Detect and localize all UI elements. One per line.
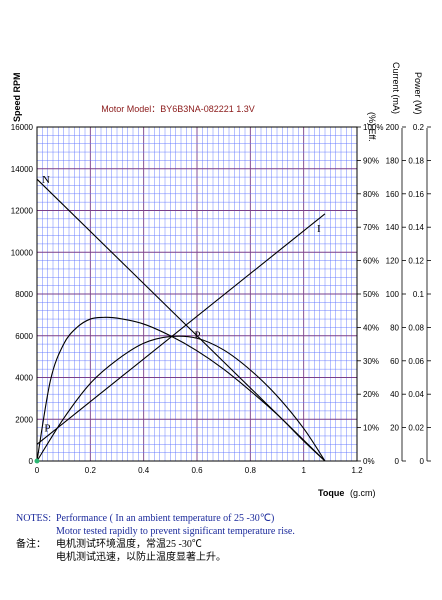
x-axis-unit: (g.cm) — [350, 488, 376, 498]
notes-cn-label: 备注： — [16, 539, 46, 550]
current-axis-label: Current (mA) — [391, 62, 401, 114]
current-tick-label: 100 — [386, 290, 400, 299]
x-axis-label: Toque — [318, 488, 344, 498]
origin-marker — [34, 458, 40, 464]
tick-labels: 0 0.2 0.4 0.6 0.8 1 1.202000400060008000100001… — [11, 123, 425, 475]
chart-title: Motor Model：BY6B3NA-082221 1.3V — [101, 104, 255, 114]
eff-tick-label: 50% — [363, 290, 379, 299]
power-tick-label: 0.18 — [408, 156, 424, 165]
x-tick-label: 0.2 — [85, 466, 97, 475]
speed-tick-label: 14000 — [11, 165, 34, 174]
eff-tick-label: 40% — [363, 323, 379, 332]
power-tick-label: 0.04 — [408, 390, 424, 399]
current-tick-label: 120 — [386, 257, 400, 266]
performance-chart: 0 0.2 0.4 0.6 0.8 1 1.202000400060008000100001… — [11, 62, 431, 498]
current-tick-label: 20 — [390, 424, 399, 433]
current-tick-label: 200 — [386, 123, 400, 132]
curve-labels: N I P P — [42, 174, 321, 434]
series-n-label: N — [42, 174, 50, 186]
current-tick-label: 160 — [386, 190, 400, 199]
power-tick-label: 0.12 — [408, 257, 424, 266]
grid — [37, 127, 357, 461]
x-tick-label: 0.8 — [245, 466, 257, 475]
notes-cn-text-2: 电机测试迅速，以防止温度显著上升。 — [56, 552, 226, 563]
x-tick-label: 0 — [35, 466, 40, 475]
current-tick-label: 0 — [395, 457, 400, 466]
speed-tick-label: 4000 — [15, 374, 33, 383]
notes-block: NOTES: Performance ( In an ambient temper… — [16, 512, 436, 564]
eff-tick-label: 20% — [363, 390, 379, 399]
notes-cn-line-2: 电机测试迅速，以防止温度显著上升。 — [16, 551, 436, 564]
power-tick-label: 0 — [420, 457, 425, 466]
power-tick-label: 0.16 — [408, 190, 424, 199]
series-p-label: P — [44, 423, 50, 435]
speed-tick-label: 8000 — [15, 290, 33, 299]
eff-tick-label: 60% — [363, 257, 379, 266]
tick-marks — [356, 126, 431, 462]
eff-tick-label: 100% — [363, 123, 383, 132]
speed-tick-label: 12000 — [11, 207, 34, 216]
speed-tick-label: 16000 — [11, 123, 34, 132]
notes-cn-line-1: 备注： 电机测试环境温度，常温25 -30℃ — [16, 538, 436, 551]
series-i-label: I — [317, 223, 321, 235]
eff-tick-label: 0% — [363, 457, 375, 466]
series-p-line — [36, 335, 326, 462]
eff-tick-label: 90% — [363, 156, 379, 165]
speed-tick-label: 10000 — [11, 248, 34, 257]
current-tick-label: 140 — [386, 223, 400, 232]
series-p-label: P — [194, 330, 200, 342]
x-tick-label: 0.4 — [138, 466, 150, 475]
current-tick-label: 180 — [386, 156, 400, 165]
eff-axis-label: (%) Eff. — [367, 112, 377, 142]
eff-tick-label: 70% — [363, 223, 379, 232]
power-tick-label: 0.2 — [413, 123, 425, 132]
notes-label: NOTES: — [16, 513, 51, 524]
x-tick-label: 1.2 — [351, 466, 363, 475]
current-tick-label: 60 — [390, 357, 399, 366]
power-axis-label: Power (W) — [413, 72, 423, 115]
notes-text-1: Performance ( In an ambient temperature … — [56, 513, 275, 524]
eff-tick-label: 80% — [363, 190, 379, 199]
power-tick-label: 0.02 — [408, 424, 424, 433]
x-tick-label: 1 — [301, 466, 306, 475]
speed-tick-label: 6000 — [15, 332, 33, 341]
power-tick-label: 0.14 — [408, 223, 424, 232]
notes-cn-text-1: 电机测试环境温度，常温25 -30℃ — [56, 539, 202, 550]
power-tick-label: 0.08 — [408, 323, 424, 332]
series-eff-line — [36, 316, 326, 462]
eff-tick-label: 10% — [363, 424, 379, 433]
speed-axis-label: Speed RPM — [12, 72, 22, 122]
curves — [36, 178, 326, 462]
speed-tick-label: 0 — [29, 457, 34, 466]
eff-tick-label: 30% — [363, 357, 379, 366]
x-tick-label: 0.6 — [191, 466, 203, 475]
notes-text-2: Motor tested rapidly to prevent signific… — [56, 526, 295, 537]
series-i-line — [36, 213, 326, 445]
power-tick-label: 0.1 — [413, 290, 425, 299]
notes-line-2: Motor tested rapidly to prevent signific… — [16, 525, 436, 538]
current-tick-label: 80 — [390, 323, 399, 332]
current-tick-label: 40 — [390, 390, 399, 399]
notes-line-1: NOTES: Performance ( In an ambient temper… — [16, 512, 436, 525]
speed-tick-label: 2000 — [15, 415, 33, 424]
power-tick-label: 0.06 — [408, 357, 424, 366]
